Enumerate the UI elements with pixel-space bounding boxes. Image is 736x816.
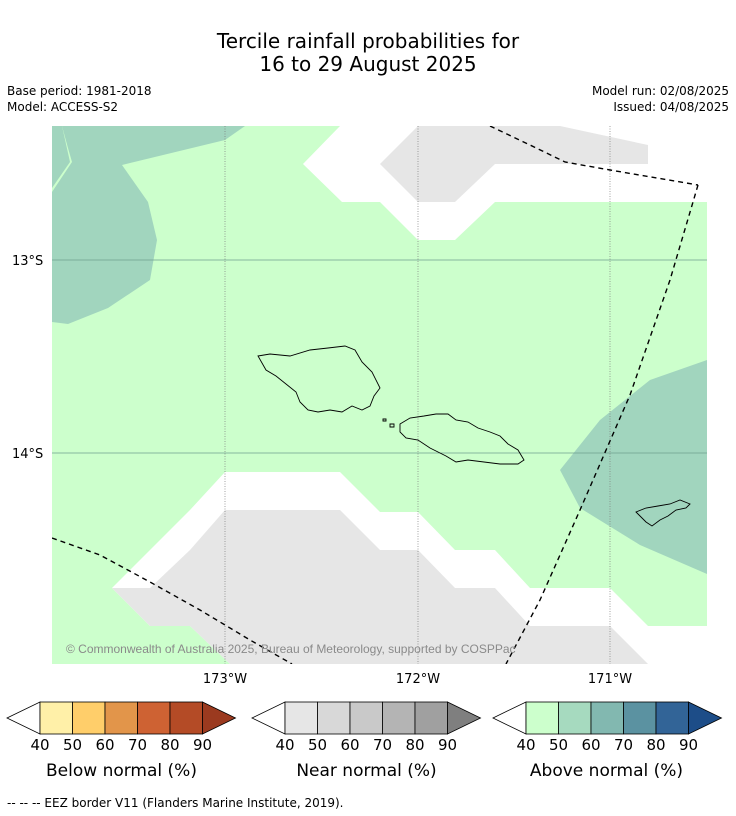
- meta-right: Model run: 02/08/2025 Issued: 04/08/2025: [592, 83, 729, 115]
- legend-title-below: Below normal (%): [46, 761, 197, 781]
- colorbar-near-tick: 60: [340, 736, 360, 754]
- colorbar-below-tick: 60: [95, 736, 115, 754]
- colorbar-near-tick: 80: [405, 736, 425, 754]
- colorbar-below-band: [104, 701, 138, 735]
- gridlines: [52, 126, 707, 664]
- colorbar-below-tick: 90: [192, 736, 213, 754]
- colorbar-below-band: [137, 701, 171, 735]
- colorbar-above-low-arrow: [492, 701, 527, 735]
- colorbar-above-tick: 60: [581, 736, 601, 754]
- colorbar-below-tick: 80: [160, 736, 180, 754]
- map-title: Tercile rainfall probabilities for 16 to…: [0, 30, 736, 76]
- lon-label-173w: 173°W: [203, 672, 247, 687]
- colorbar-near-band: [382, 701, 416, 735]
- eez-border-north: [489, 126, 699, 186]
- savaii-island: [257, 345, 381, 413]
- colorbar-above-band: [623, 701, 657, 735]
- colorbar-above-band: [525, 701, 559, 735]
- above-50-region-east: [560, 360, 707, 574]
- colorbar-below-tick: 50: [62, 736, 83, 754]
- lat-label-13s: 13°S: [12, 254, 43, 269]
- map-title-line2: 16 to 29 August 2025: [259, 52, 477, 76]
- colorbar-above-tick: 70: [613, 736, 634, 754]
- copyright-text: © Commonwealth of Australia 2025, Bureau…: [66, 642, 516, 656]
- lon-label-171w: 171°W: [588, 672, 632, 687]
- issued-date: Issued: 04/08/2025: [613, 100, 729, 114]
- legend-group: [6, 701, 723, 735]
- apolima-islet: [389, 423, 395, 428]
- base-period: Base period: 1981-2018: [7, 84, 152, 98]
- legend-title-near: Near normal (%): [296, 761, 437, 781]
- eez-footnote: -- -- -- EEZ border V11 (Flanders Marine…: [7, 796, 344, 810]
- colorbar-near-band: [317, 701, 351, 735]
- colorbar-above-tick: 80: [646, 736, 666, 754]
- coastlines: [257, 345, 691, 527]
- lat-label-14s: 14°S: [12, 447, 43, 462]
- colorbar-near-high-arrow: [447, 701, 482, 735]
- colorbar-above-tick: 50: [548, 736, 569, 754]
- lon-label-172w: 172°W: [396, 672, 440, 687]
- meta-left: Base period: 1981-2018 Model: ACCESS-S2: [7, 83, 152, 115]
- colorbar-below-band: [169, 701, 203, 735]
- colorbar-above-tick: 40: [516, 736, 536, 754]
- manono-islet: [382, 418, 387, 422]
- colorbar-below-band: [72, 701, 106, 735]
- map-area: © Commonwealth of Australia 2025, Bureau…: [52, 126, 707, 664]
- colorbar-below-high-arrow: [202, 701, 237, 735]
- colorbar-near-tick: 70: [372, 736, 393, 754]
- colorbar-below-tick: 40: [30, 736, 50, 754]
- colorbar-near-tick: 50: [307, 736, 328, 754]
- eez-border-southwest: [52, 537, 293, 664]
- colorbar-above-tick: 90: [678, 736, 699, 754]
- colorbar-above-band: [655, 701, 689, 735]
- upolu-island: [399, 413, 525, 465]
- colorbar-near-band: [349, 701, 383, 735]
- tutuila-island: [635, 499, 691, 527]
- above-50-region-nw: [52, 126, 245, 324]
- colorbar-above-high-arrow: [688, 701, 723, 735]
- legend-title-above: Above normal (%): [529, 761, 684, 781]
- map-title-line1: Tercile rainfall probabilities for: [216, 29, 520, 53]
- colorbar-near-tick: 40: [275, 736, 295, 754]
- colorbar-below-band: [39, 701, 73, 735]
- eez-border-east: [505, 184, 699, 664]
- colorbar-below-low-arrow: [6, 701, 41, 735]
- above-50-strip-nw: [52, 126, 70, 188]
- colorbar-near-tick: 90: [437, 736, 458, 754]
- model-run: Model run: 02/08/2025: [591, 84, 729, 98]
- colorbar-above-band: [590, 701, 624, 735]
- colorbar-above-band: [558, 701, 592, 735]
- colorbar-below-tick: 70: [127, 736, 148, 754]
- colorbar-near-band: [284, 701, 318, 735]
- near-normal-region-south: [112, 510, 648, 664]
- colorbar-near-low-arrow: [251, 701, 286, 735]
- eez-borders: [52, 126, 699, 664]
- near-normal-region-north: [380, 126, 648, 202]
- model-name: Model: ACCESS-S2: [7, 100, 119, 114]
- colorbar-near-band: [414, 701, 448, 735]
